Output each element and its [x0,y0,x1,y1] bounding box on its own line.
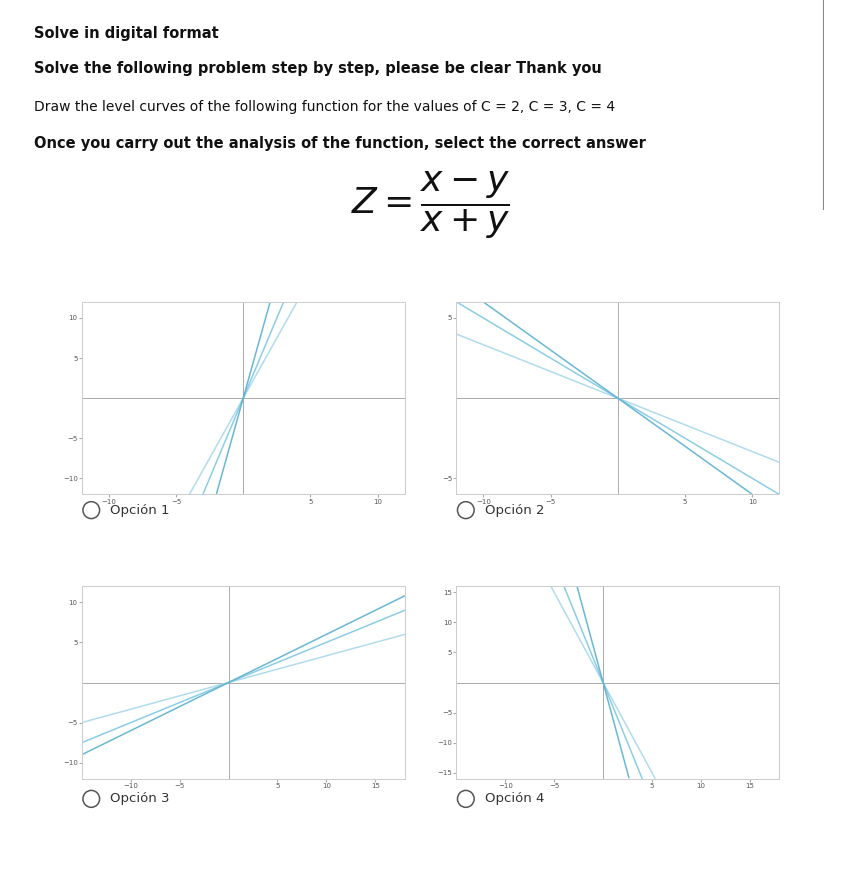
Text: Opción 4: Opción 4 [485,793,544,805]
Text: Draw the level curves of the following function for the values of C = 2, C = 3, : Draw the level curves of the following f… [34,100,616,114]
Text: Solve the following problem step by step, please be clear Thank you: Solve the following problem step by step… [34,61,602,76]
Text: Solve in digital format: Solve in digital format [34,26,220,41]
Text: Once you carry out the analysis of the function, select the correct answer: Once you carry out the analysis of the f… [34,136,647,150]
Text: Opción 1: Opción 1 [110,504,170,516]
Text: $\mathit{Z} = \dfrac{\mathit{x} - \mathit{y}}{\mathit{x} + \mathit{y}}$: $\mathit{Z} = \dfrac{\mathit{x} - \mathi… [350,170,511,242]
Text: Opción 3: Opción 3 [110,793,170,805]
Text: Opción 2: Opción 2 [485,504,544,516]
